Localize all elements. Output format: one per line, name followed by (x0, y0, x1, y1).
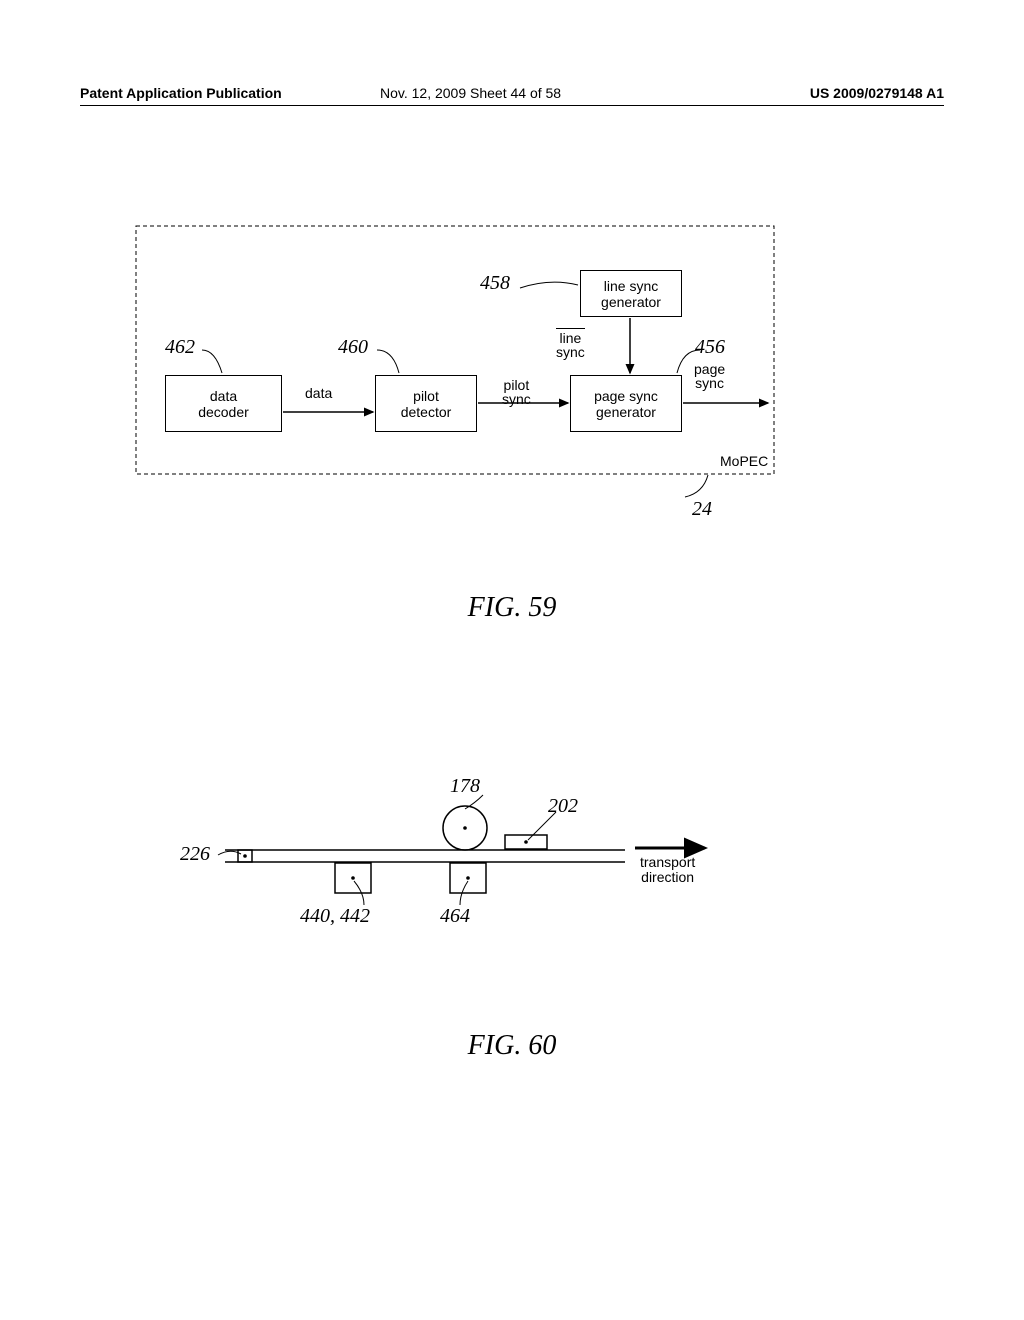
header-right: US 2009/0279148 A1 (810, 85, 944, 101)
transport-direction-label: transport direction (640, 855, 695, 885)
leader-464 (460, 881, 478, 906)
leader-24 (683, 475, 713, 500)
leader-178 (465, 795, 490, 813)
label-pilot-sync: pilot sync (502, 378, 531, 406)
label-data: data (305, 385, 332, 401)
ref-440-442: 440, 442 (300, 905, 370, 928)
fig59-label: FIG. 59 (0, 592, 1024, 624)
leader-226 (218, 851, 243, 861)
label-line-sync: line sync (556, 328, 585, 359)
ref-24: 24 (692, 498, 712, 521)
label-page-sync: page sync (694, 362, 725, 390)
mopec-label: MoPEC (720, 453, 768, 469)
ref-464: 464 (440, 905, 470, 928)
leader-440 (350, 881, 368, 906)
leader-202 (528, 812, 558, 842)
ref-226: 226 (180, 843, 210, 866)
fig59-arrows (0, 0, 800, 500)
fig60-label: FIG. 60 (0, 1030, 1024, 1062)
